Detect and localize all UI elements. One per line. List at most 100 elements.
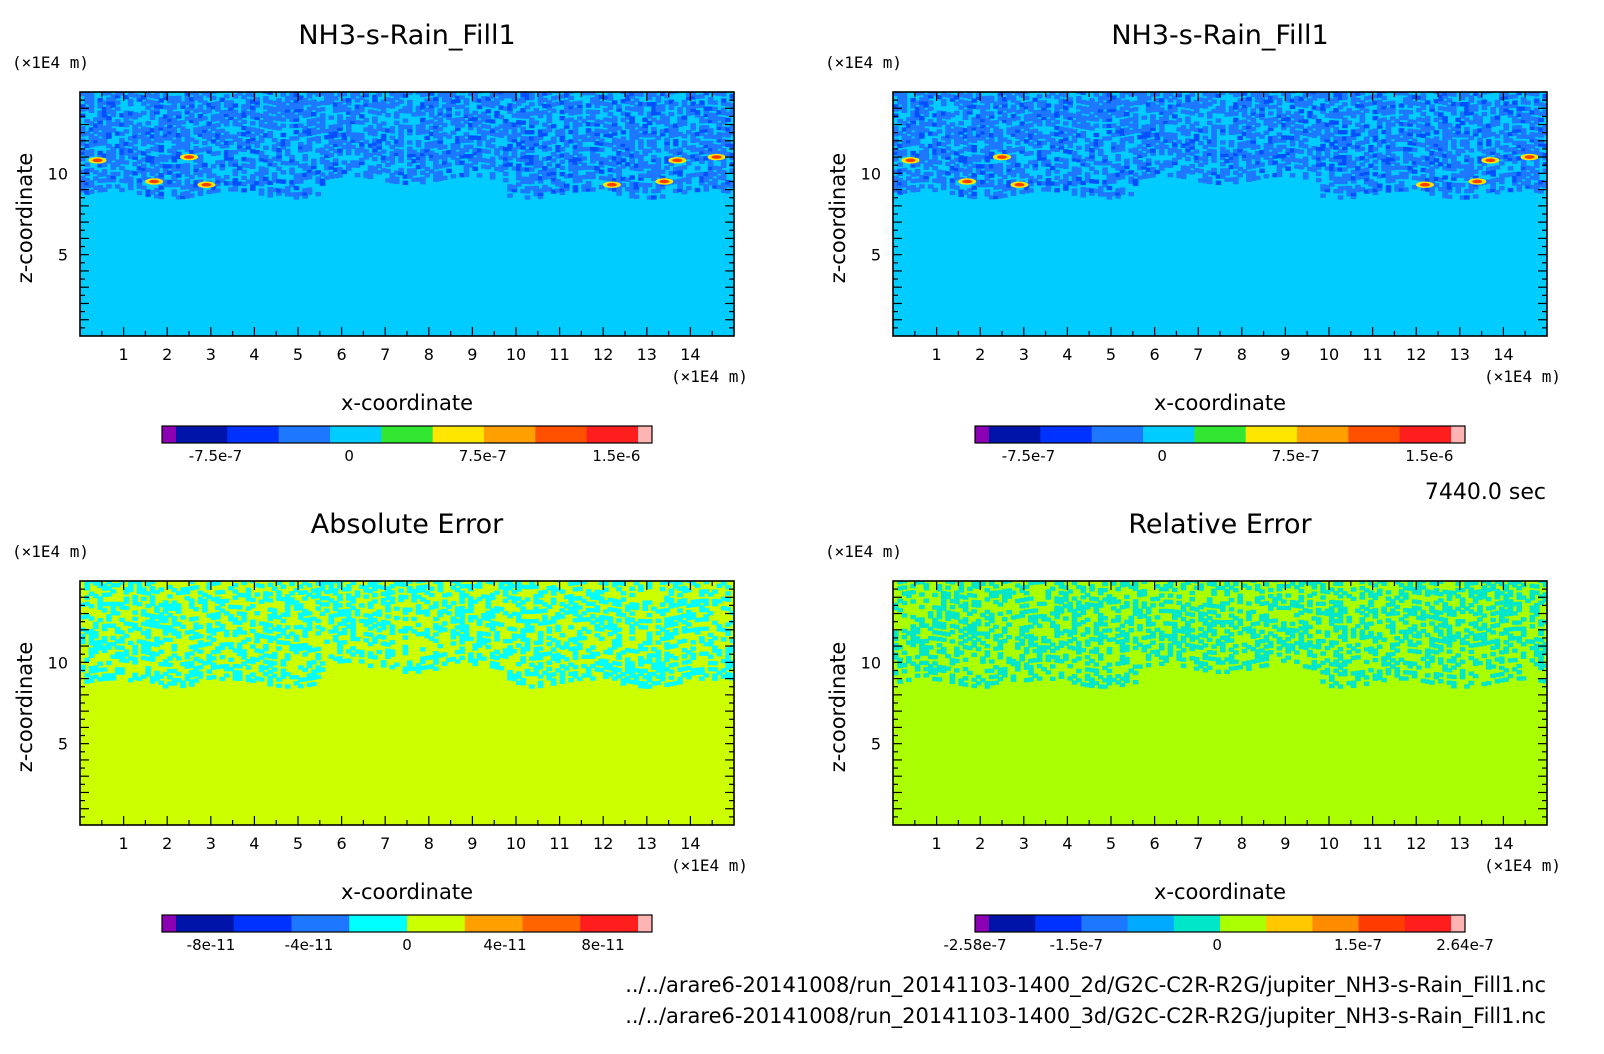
- field-cell: [1333, 136, 1339, 141]
- field-cell: [1516, 184, 1523, 189]
- field-cell: [433, 165, 439, 170]
- field-cell: [1071, 122, 1078, 128]
- field-cell: [897, 94, 903, 99]
- field-cell: [1084, 122, 1091, 127]
- field-cell: [106, 100, 112, 105]
- field-cell: [980, 136, 986, 141]
- field-cell: [215, 132, 221, 137]
- field-cell: [363, 102, 369, 107]
- field-cell: [893, 147, 899, 153]
- field-cell: [1124, 105, 1130, 111]
- field-hotspot-core: [905, 158, 916, 163]
- field-cell: [1520, 118, 1527, 124]
- field-cell: [638, 173, 644, 178]
- field-cell: [555, 144, 561, 150]
- field-cell: [1015, 131, 1021, 136]
- field-cell: [1036, 181, 1043, 186]
- field-cell: [1477, 156, 1483, 161]
- field-cell: [1272, 135, 1278, 140]
- field-cell: [1211, 133, 1217, 138]
- field-cell: [1220, 127, 1226, 133]
- field-cell: [1507, 110, 1514, 115]
- field-cell: [1237, 151, 1243, 156]
- field-cell: [454, 120, 461, 125]
- field-cell: [1189, 111, 1196, 116]
- field-cell: [954, 95, 960, 100]
- field-cell: [1337, 142, 1344, 147]
- field-cell: [136, 97, 143, 102]
- field-cell: [1302, 175, 1309, 180]
- field-cell: [1337, 111, 1344, 116]
- field-cell: [1167, 132, 1174, 137]
- field-cell: [171, 182, 178, 188]
- field-cell: [1015, 109, 1021, 115]
- field-cell: [1529, 150, 1536, 155]
- field-cell: [149, 168, 156, 173]
- field-cell: [468, 113, 474, 118]
- field-cell: [1385, 122, 1392, 128]
- field-cell: [1211, 130, 1217, 135]
- field-cell: [1403, 92, 1409, 96]
- field-cell: [1372, 137, 1379, 143]
- field-cell: [681, 143, 688, 148]
- field-cell: [1398, 131, 1405, 136]
- field-cell: [302, 125, 308, 131]
- field-cell: [507, 162, 513, 167]
- field-cell: [1259, 97, 1265, 102]
- field-cell: [298, 98, 304, 103]
- field-cell: [607, 133, 614, 138]
- field-cell: [1285, 119, 1291, 125]
- field-cell: [919, 92, 925, 96]
- field-cell: [193, 158, 199, 163]
- field-cell: [298, 163, 304, 169]
- field-cell: [1337, 161, 1344, 166]
- field-cell: [1355, 110, 1361, 115]
- field-cell: [232, 181, 239, 186]
- field-cell: [489, 144, 496, 149]
- field-cell: [1337, 186, 1344, 191]
- field-cell: [1459, 195, 1466, 200]
- field-cell: [681, 121, 688, 126]
- field-cell: [254, 97, 260, 102]
- field-cell: [681, 140, 688, 145]
- field-cell: [1150, 92, 1156, 94]
- field-cell: [1154, 138, 1161, 143]
- field-cell: [546, 168, 553, 173]
- field-cell: [607, 118, 614, 123]
- field-cell: [289, 105, 295, 110]
- field-cell: [407, 99, 413, 105]
- field-cell: [516, 166, 522, 172]
- field-cell: [359, 108, 365, 113]
- field-cell: [106, 103, 112, 108]
- field-cell: [315, 191, 321, 197]
- field-cell: [993, 185, 999, 190]
- field-cell: [437, 176, 444, 181]
- field-cell: [97, 178, 103, 184]
- field-cell: [1542, 112, 1547, 117]
- field-cell: [289, 192, 295, 197]
- field-cell: [1472, 169, 1479, 174]
- field-cell: [80, 126, 86, 131]
- field-cell: [106, 184, 112, 189]
- field-cell: [633, 92, 640, 97]
- field-cell: [954, 110, 960, 116]
- field-cell: [703, 118, 710, 124]
- field-cell: [1376, 186, 1383, 191]
- field-cell: [341, 160, 348, 165]
- field-cell: [954, 173, 960, 178]
- field-cell: [1080, 180, 1087, 186]
- field-cell: [914, 128, 921, 133]
- field-cell: [1241, 144, 1248, 149]
- field-cell: [940, 176, 947, 181]
- field-cell: [398, 127, 404, 132]
- field-cell: [502, 159, 509, 164]
- field-cell: [189, 149, 195, 155]
- field-cell: [1363, 96, 1370, 101]
- field-cell: [88, 102, 95, 107]
- field-cell: [603, 123, 609, 128]
- field-cell: [927, 106, 934, 111]
- field-cell: [1529, 175, 1536, 180]
- field-cell: [1324, 92, 1331, 96]
- field-cell: [542, 166, 548, 171]
- field-cell: [276, 141, 282, 147]
